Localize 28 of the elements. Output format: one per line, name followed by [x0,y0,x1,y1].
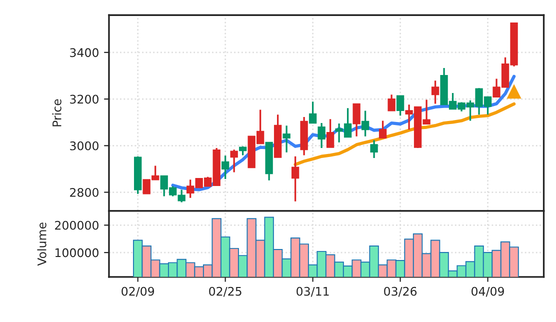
y-axis-title: Volume [37,222,46,266]
candlestick [282,124,290,154]
y-tick-label: 3400 [70,48,98,58]
candlestick [361,110,370,138]
candlestick [431,80,440,105]
x-tick-label: 03/11 [296,286,329,297]
x-tick-label: 02/09 [122,286,154,297]
candlestick [388,94,396,112]
x-tick-label: 04/09 [472,286,504,297]
y-tick-label: 2800 [70,188,98,197]
line-series [294,102,516,166]
y-tick-label: 3000 [70,141,98,150]
candlestick [326,118,334,148]
candlestick [396,94,404,116]
x-tick-label: 03/26 [384,286,417,297]
y-axis-title: Price [52,99,62,126]
y-tick-label: 3200 [70,94,98,104]
y-tick-label: 200000 [55,220,98,230]
candlestick [352,103,360,138]
candlestick [291,156,300,202]
candlestick [221,154,230,180]
y-tick-label: 100000 [55,248,98,258]
candlestick [230,148,238,174]
x-tick-label: 02/25 [209,286,242,297]
candlestick [370,139,378,159]
candlestick [378,120,387,139]
candlestick [318,122,326,149]
candlestick [308,100,317,124]
